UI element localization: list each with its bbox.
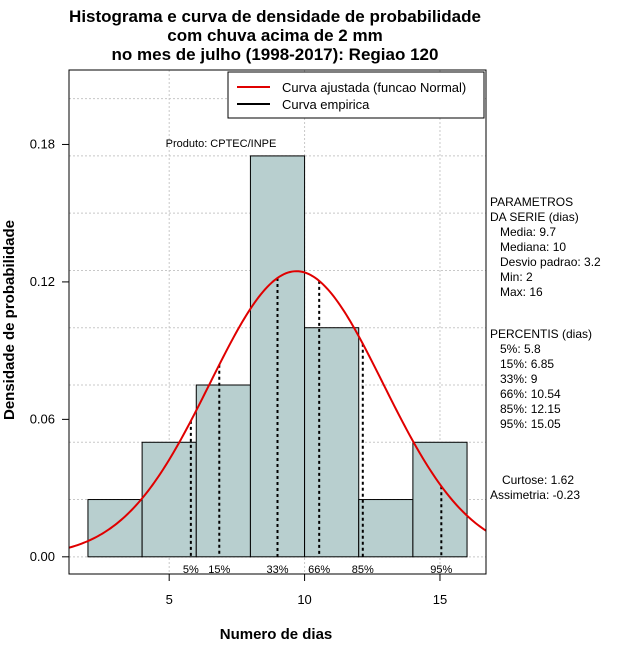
product-label: Produto: CPTEC/INPE xyxy=(166,138,277,150)
percentis-line: 95%: 15.05 xyxy=(490,417,561,431)
parametros-line: Max: 16 xyxy=(490,285,543,299)
y-tick-label: 0.18 xyxy=(30,136,55,151)
percentis-line: 66%: 10.54 xyxy=(490,387,561,401)
histogram-bar xyxy=(304,327,360,558)
plot-frame xyxy=(68,69,487,575)
percentis-block: PERCENTIS (dias) 5%: 5.8 15%: 6.85 33%: … xyxy=(490,327,592,431)
percentile-label: 33% xyxy=(266,564,288,576)
percentis-line: 15%: 6.85 xyxy=(490,357,554,371)
chart-title-line-2: com chuva acima de 2 mm xyxy=(167,26,382,45)
y-axis-label: Densidade de probabilidade xyxy=(1,220,18,420)
legend-normal-label: Curva ajustada (funcao Normal) xyxy=(282,80,466,95)
parametros-line: Mediana: 10 xyxy=(490,240,566,254)
legend-box xyxy=(227,71,485,119)
chart-title-line-1: Histograma e curva de densidade de proba… xyxy=(69,7,481,26)
x-axis-label: Numero de dias xyxy=(220,626,333,643)
percentile-markers: 5% 15% 33% 66% 85% 95% xyxy=(183,277,453,576)
shape-stats-block: Curtose: 1.62 Assimetria: -0.23 xyxy=(490,473,580,502)
parametros-line: Min: 2 xyxy=(490,270,533,284)
parametros-block: PARAMETROS DA SERIE (dias) Media: 9.7 Me… xyxy=(490,195,601,299)
parametros-line: PARAMETROS xyxy=(490,195,573,209)
histogram-bar xyxy=(195,384,251,558)
x-tick-label: 5 xyxy=(166,592,173,607)
percentile-label: 66% xyxy=(308,564,330,576)
percentile-label: 5% xyxy=(183,564,199,576)
normal-curve xyxy=(68,270,487,549)
y-tick-label: 0.12 xyxy=(30,274,55,289)
x-axis: 5 10 15 xyxy=(166,574,447,607)
histogram-bar xyxy=(412,441,468,558)
assimetria-line: Assimetria: -0.23 xyxy=(490,488,580,502)
percentile-label: 85% xyxy=(352,564,374,576)
parametros-line: Desvio padrao: 3.2 xyxy=(490,255,601,269)
y-tick-label: 0.06 xyxy=(30,411,55,426)
parametros-line: DA SERIE (dias) xyxy=(490,210,579,224)
parametros-line: Media: 9.7 xyxy=(490,225,556,239)
percentile-label: 15% xyxy=(208,564,230,576)
legend: Curva ajustada (funcao Normal) Curva emp… xyxy=(227,71,485,119)
x-tick-label: 15 xyxy=(433,592,447,607)
percentile-label: 95% xyxy=(430,564,452,576)
y-tick-label: 0.00 xyxy=(30,549,55,564)
side-panel: PARAMETROS DA SERIE (dias) Media: 9.7 Me… xyxy=(490,195,601,502)
percentis-line: 5%: 5.8 xyxy=(490,342,541,356)
histogram-bar xyxy=(358,499,414,558)
x-tick-label: 10 xyxy=(297,592,311,607)
legend-empirical-label: Curva empirica xyxy=(282,97,370,112)
percentis-line: 85%: 12.15 xyxy=(490,402,561,416)
y-axis: 0.00 0.06 0.12 0.18 xyxy=(30,136,69,564)
percentis-line: 33%: 9 xyxy=(490,372,538,386)
curtose-line: Curtose: 1.62 xyxy=(502,473,574,487)
chart-title: Histograma e curva de densidade de proba… xyxy=(69,7,481,64)
chart-title-line-3: no mes de julho (1998-2017): Regiao 120 xyxy=(112,45,439,64)
percentis-line: PERCENTIS (dias) xyxy=(490,327,592,341)
